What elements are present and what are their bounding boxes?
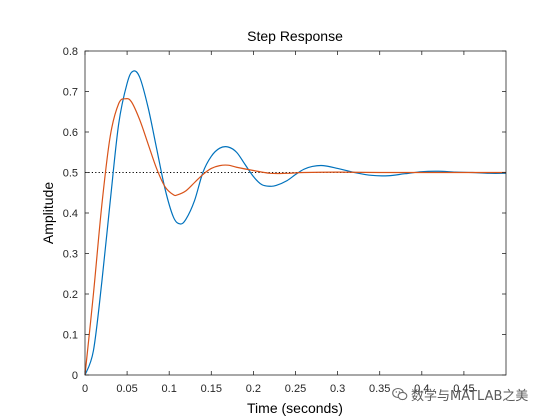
chart-title: Step Response xyxy=(247,28,343,44)
x-tick-label: 0.35 xyxy=(369,383,390,395)
x-axis-label: Time (seconds) xyxy=(247,400,343,416)
watermark-text: 数学与MATLAB之美 xyxy=(411,388,529,404)
x-tick-label: 0.45 xyxy=(453,383,474,395)
x-tick-label: 0.1 xyxy=(162,383,177,395)
x-tick-label: 0.15 xyxy=(201,383,222,395)
x-tick-label: 0.2 xyxy=(246,383,261,395)
y-axis-label: Amplitude xyxy=(40,182,56,244)
y-tick-label: 0.8 xyxy=(63,46,78,58)
plot-area: 0 0.05 0.1 0.15 0.2 0.25 0.3 0.35 0.4 0.45 0 0.1 0.2… xyxy=(63,46,507,395)
y-tick-label: 0.7 xyxy=(63,87,78,99)
axes-frame xyxy=(84,50,507,376)
watermark: 数学与MATLAB之美 xyxy=(392,383,558,405)
y-tick-label: 0 xyxy=(72,370,78,382)
x-tick-label: 0.4 xyxy=(414,383,429,395)
y-tick-label: 0.1 xyxy=(63,330,78,342)
y-tick-label: 0.3 xyxy=(63,249,78,261)
x-tick-label: 0.3 xyxy=(330,383,345,395)
wechat-icon xyxy=(392,387,408,401)
y-tick-label: 0.6 xyxy=(63,127,78,139)
series-line-1 xyxy=(84,70,507,376)
x-tick-label: 0.25 xyxy=(285,383,306,395)
y-tick-label: 0.2 xyxy=(63,289,78,301)
y-tick-label: 0.4 xyxy=(63,208,78,220)
y-tick-label: 0.5 xyxy=(63,168,78,180)
series-line-2 xyxy=(84,97,506,376)
x-tick-label: 0 xyxy=(82,383,88,395)
x-tick-label: 0.05 xyxy=(116,383,137,395)
